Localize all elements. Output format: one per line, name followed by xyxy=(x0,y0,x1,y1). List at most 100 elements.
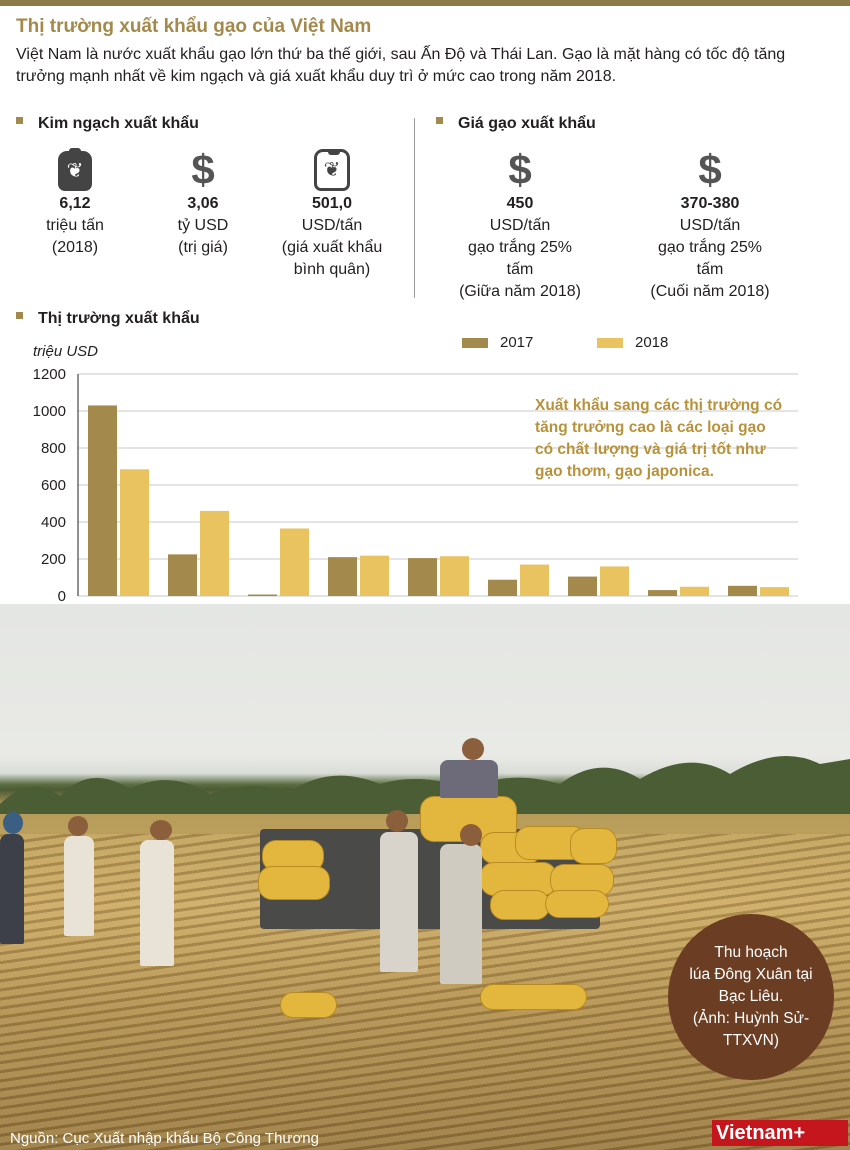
bar-2018 xyxy=(280,528,309,596)
rice-sack xyxy=(480,984,587,1010)
legend-swatch xyxy=(462,337,488,348)
section-label: Kim ngạch xuất khẩu xyxy=(38,115,199,132)
bar-2017 xyxy=(248,594,277,596)
y-tick-label: 1200 xyxy=(33,366,66,383)
stat-volume: ❦ 6,12 triệu tấn (2018) xyxy=(20,145,130,259)
top-accent-bar xyxy=(0,0,850,6)
bar-2017 xyxy=(648,590,677,596)
bar-2017 xyxy=(568,576,597,596)
farmer xyxy=(440,844,482,984)
bar-2017 xyxy=(88,405,117,596)
bar-2018 xyxy=(440,556,469,596)
bar-2018 xyxy=(680,586,709,596)
legend-label: 2017 xyxy=(500,334,534,351)
intro-text: Việt Nam là nước xuất khẩu gạo lớn thứ b… xyxy=(16,46,786,85)
stat-line: gạo trắng 25% xyxy=(657,239,763,256)
legend-2018: 2018 xyxy=(597,334,668,351)
wheat-glyph: ❦ xyxy=(323,159,341,181)
stat-line: (Cuối năm 2018) xyxy=(650,283,770,300)
stat-line: tấm xyxy=(506,261,534,278)
rice-bag-icon: ❦ xyxy=(58,148,92,191)
y-tick-label: 800 xyxy=(41,440,66,457)
stat-line: bình quân) xyxy=(293,261,371,278)
farmer xyxy=(440,760,498,798)
stat-end-year-price: $ 370-380 USD/tấn gạo trắng 25% tấm (Cuố… xyxy=(630,145,790,303)
section-label: Giá gạo xuất khẩu xyxy=(458,115,596,132)
bar-2017 xyxy=(728,585,757,596)
bar-2018 xyxy=(600,566,629,596)
farmer-head xyxy=(386,810,408,832)
rice-bag-outline-icon: ❦ xyxy=(314,149,350,191)
stat-line: triệu tấn xyxy=(46,217,104,234)
caption-line: (Ảnh: Huỳnh Sử- xyxy=(692,1010,810,1027)
section-label: Thị trường xuất khẩu xyxy=(38,310,200,327)
stat-line: USD/tấn xyxy=(679,217,741,234)
farmer xyxy=(140,840,174,966)
bullet-icon xyxy=(16,312,23,320)
stat-line: tỷ USD xyxy=(177,217,229,234)
y-axis-label: triệu USD xyxy=(33,343,99,360)
stat-mid-year-price: $ 450 USD/tấn gạo trắng 25% tấm (Giữa nă… xyxy=(445,145,595,303)
divider xyxy=(414,118,415,298)
bar-2018 xyxy=(200,510,229,596)
farmer-head xyxy=(150,820,172,840)
section-markets: Thị trường xuất khẩu xyxy=(16,310,200,328)
rice-sack xyxy=(490,890,550,920)
stat-line: gạo trắng 25% xyxy=(467,239,573,256)
stat-line: (giá xuất khẩu xyxy=(281,239,383,256)
y-tick-label: 600 xyxy=(41,477,66,494)
photo-caption: Thu hoạch lúa Đông Xuân tại Bạc Liêu. (Ả… xyxy=(668,914,834,1080)
y-tick-label: 200 xyxy=(41,551,66,568)
stat-line: (2018) xyxy=(51,239,99,256)
source-credit: Nguồn: Cục Xuất nhập khẩu Bộ Công Thương xyxy=(10,1130,319,1147)
stat-value-usd: $ 3,06 tỷ USD (trị giá) xyxy=(148,145,258,259)
legend-2017: 2017 xyxy=(462,334,533,351)
stat-value: 6,12 xyxy=(59,195,91,212)
caption-line: TTXVN) xyxy=(723,1032,779,1049)
section-export-value: Kim ngạch xuất khẩu xyxy=(16,115,199,133)
dollar-icon: $ xyxy=(191,146,215,193)
stat-line: USD/tấn xyxy=(489,217,551,234)
stat-line: USD/tấn xyxy=(301,217,363,234)
stat-avg-price: ❦ 501,0 USD/tấn (giá xuất khẩu bình quân… xyxy=(270,145,394,281)
bar-2018 xyxy=(520,564,549,596)
stat-line: (trị giá) xyxy=(178,239,228,256)
chart-annotation: Xuất khẩu sang các thị trường có tăng tr… xyxy=(535,397,783,480)
farmer-head xyxy=(460,824,482,846)
y-tick-label: 0 xyxy=(58,588,66,605)
stat-line: (Giữa năm 2018) xyxy=(459,283,581,300)
bar-2018 xyxy=(120,469,149,596)
y-tick-label: 400 xyxy=(41,514,66,531)
caption-line: Thu hoạch xyxy=(714,944,788,961)
bar-2017 xyxy=(168,554,197,596)
farmer-head xyxy=(68,816,88,836)
rice-sack xyxy=(545,890,609,918)
dollar-icon: $ xyxy=(698,146,722,193)
bullet-icon xyxy=(16,117,23,125)
stat-value: 370-380 xyxy=(680,195,740,212)
caption-line: Bạc Liêu. xyxy=(718,988,784,1005)
rice-sack xyxy=(570,828,617,864)
dollar-icon: $ xyxy=(508,146,532,193)
legend-label: 2018 xyxy=(635,334,669,351)
bar-2017 xyxy=(488,579,517,596)
wheat-glyph: ❦ xyxy=(66,160,84,182)
farmer xyxy=(380,832,418,972)
rice-sack xyxy=(258,866,330,900)
rice-sack xyxy=(280,992,337,1018)
bar-2017 xyxy=(408,558,437,596)
page-title: Thị trường xuất khẩu gạo của Việt Nam xyxy=(16,16,372,37)
stat-value: 450 xyxy=(506,195,534,212)
bar-2018 xyxy=(760,587,789,596)
bullet-icon xyxy=(436,117,443,125)
harvest-photo xyxy=(0,604,850,1150)
farmer xyxy=(0,834,24,944)
farmer-head xyxy=(3,812,23,834)
bar-2018 xyxy=(360,555,389,596)
treeline xyxy=(0,756,850,814)
farmer-head xyxy=(462,738,484,760)
farmer xyxy=(64,836,94,936)
bar-2017 xyxy=(328,557,357,596)
stat-value: 501,0 xyxy=(311,195,353,212)
stat-line: tấm xyxy=(696,261,724,278)
